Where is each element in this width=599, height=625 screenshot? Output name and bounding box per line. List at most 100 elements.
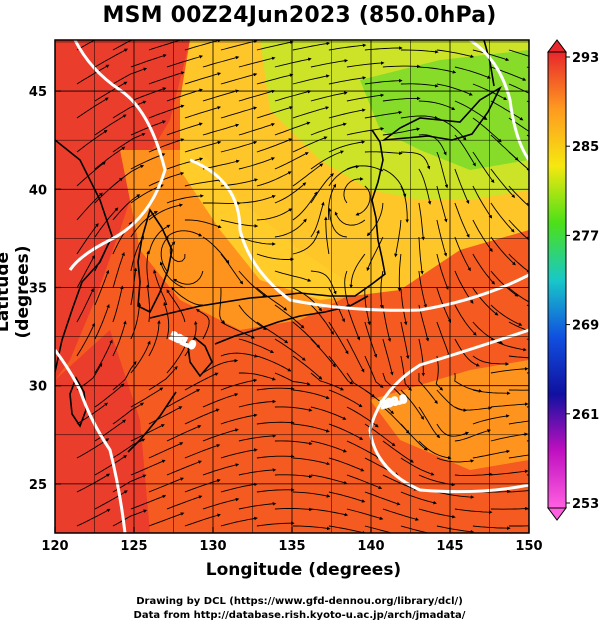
- streamline: [256, 420, 295, 425]
- credit-drawing: Drawing by DCL (https://www.gfd-dennou.o…: [136, 596, 463, 607]
- streamline: [472, 525, 511, 530]
- streamline: [148, 138, 185, 153]
- streamline: [346, 338, 365, 373]
- streamline: [202, 358, 239, 374]
- colorbar-label: 261: [572, 408, 599, 423]
- streamline: [328, 491, 366, 503]
- streamline: [148, 442, 184, 459]
- streamline: [256, 138, 293, 153]
- colorbar: [547, 39, 567, 521]
- streamline: [436, 83, 473, 96]
- streamline: [159, 261, 186, 289]
- taiwan-coast: [69, 376, 87, 428]
- sakhalin-coast: [483, 40, 495, 87]
- streamline: [310, 406, 347, 420]
- streamline: [112, 402, 145, 425]
- streamline: [173, 270, 204, 285]
- streamline: [292, 229, 320, 255]
- colorbar-label: 293: [572, 51, 599, 66]
- streamline: [400, 389, 424, 420]
- streamline: [328, 108, 366, 119]
- streamline: [400, 151, 431, 170]
- streamline: [400, 185, 409, 223]
- streamline: [130, 459, 166, 476]
- streamline: [220, 378, 258, 391]
- streamline: [166, 389, 201, 408]
- streamline: [328, 321, 349, 355]
- streamline: [256, 40, 294, 51]
- streamline: [508, 49, 529, 57]
- streamline: [238, 89, 276, 102]
- streamline: [418, 66, 457, 74]
- streamline: [94, 339, 113, 374]
- streamline: [328, 525, 366, 533]
- streamline: [382, 508, 420, 521]
- streamline: [328, 76, 367, 85]
- streamline: [76, 129, 108, 153]
- streamline: [400, 115, 439, 120]
- streamline: [148, 320, 161, 357]
- streamline: [346, 304, 361, 341]
- streamline: [472, 414, 510, 425]
- streamline: [94, 146, 126, 170]
- streamline: [238, 56, 276, 68]
- streamline: [220, 321, 255, 339]
- x-axis-label: Longitude (degrees): [205, 560, 402, 580]
- streamline: [130, 235, 144, 272]
- y-tick-label: 35: [29, 281, 47, 296]
- streamline: [508, 321, 529, 332]
- streamline: [130, 494, 167, 510]
- streamline: [310, 173, 334, 204]
- streamline: [112, 67, 148, 85]
- streamline: [490, 168, 516, 199]
- streamline: [328, 457, 365, 472]
- streamline: [148, 406, 183, 425]
- streamline: [418, 236, 424, 275]
- streamline: [76, 438, 110, 459]
- streamline: [346, 127, 385, 136]
- streamline: [472, 287, 499, 316]
- streamline: [490, 304, 523, 326]
- streamline: [418, 270, 427, 309]
- streamline: [94, 419, 127, 442]
- colorbar-top-arrow: [547, 39, 567, 53]
- streamline: [472, 117, 502, 143]
- streamline: [400, 83, 439, 88]
- streamline: [274, 507, 313, 512]
- temperature-regions: [55, 40, 529, 533]
- streamline: [310, 474, 348, 485]
- streamline: [366, 236, 384, 272]
- streamline: [418, 508, 456, 519]
- korea-coast: [137, 208, 173, 314]
- streamline: [454, 66, 491, 79]
- streamline: [454, 236, 471, 272]
- y-axis-ticks: 25 30 35 40 45: [29, 85, 61, 493]
- streamline: [220, 106, 258, 119]
- streamline: [76, 223, 99, 255]
- streamline: [364, 321, 378, 358]
- streamline: [112, 132, 146, 153]
- streamline: [436, 321, 451, 358]
- x-tick-label: 130: [199, 539, 226, 554]
- x-tick-label: 135: [278, 539, 305, 554]
- streamline: [148, 40, 186, 51]
- colorbar-bottom-arrow: [547, 507, 567, 521]
- streamline: [472, 185, 493, 219]
- streamline: [328, 164, 360, 187]
- streamline: [346, 61, 385, 68]
- streamline: [418, 338, 426, 377]
- streamline: [310, 372, 345, 391]
- streamline: [238, 236, 276, 246]
- streamline: [328, 355, 354, 385]
- streamline: [130, 87, 167, 102]
- streamline: [166, 88, 203, 102]
- streamline: [418, 406, 441, 439]
- streamline: [346, 440, 381, 459]
- streamline: [94, 455, 128, 476]
- streamline: [490, 469, 529, 476]
- streamline: [148, 104, 185, 119]
- streamline: [238, 434, 277, 442]
- streamline: [166, 495, 203, 510]
- contour-line: [68, 40, 167, 271]
- wind-streamlines: [76, 40, 529, 533]
